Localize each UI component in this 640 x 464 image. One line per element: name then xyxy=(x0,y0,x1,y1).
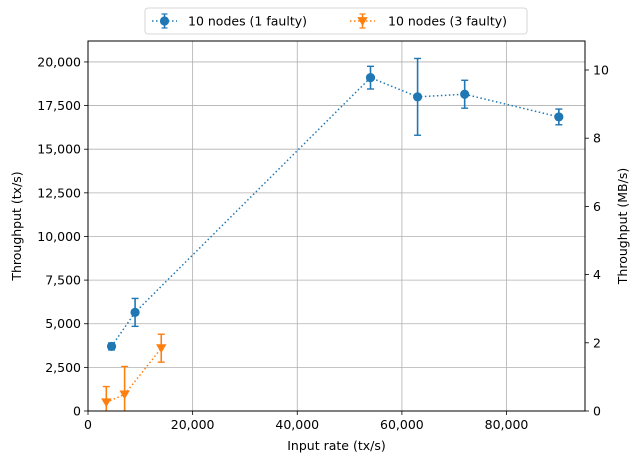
grid xyxy=(87,41,585,412)
y-tick-label: 0 xyxy=(73,404,81,419)
data-point xyxy=(119,390,130,400)
legend-box xyxy=(144,7,528,35)
data-point xyxy=(101,398,112,408)
y-right-tick-label: 6 xyxy=(593,199,601,214)
data-point xyxy=(412,92,423,102)
legend-marker xyxy=(357,17,368,26)
legend-label: 10 nodes (1 faulty) xyxy=(188,14,307,29)
y-axis-right-label: Throughput (MB/s) xyxy=(615,168,630,285)
legend: 10 nodes (1 faulty) 10 nodes (3 faulty) xyxy=(144,7,528,35)
legend-marker xyxy=(159,16,170,26)
y-tick-label: 7,500 xyxy=(45,273,81,288)
x-tick-label: 80,000 xyxy=(485,417,529,432)
y-tick-label: 12,500 xyxy=(37,185,81,200)
y-tick-label: 5,000 xyxy=(45,316,81,331)
y-right-tick-label: 10 xyxy=(593,62,609,77)
x-tick-label: 40,000 xyxy=(275,417,319,432)
y-right-tick-label: 2 xyxy=(593,335,601,350)
series-layer xyxy=(101,57,564,411)
y-axis-label: Throughput (tx/s) xyxy=(9,171,24,281)
series-line xyxy=(110,76,560,347)
x-tick-label: 0 xyxy=(84,417,92,432)
x-axis-label: Input rate (tx/s) xyxy=(287,438,385,453)
y-tick-label: 10,000 xyxy=(37,229,81,244)
y-tick-label: 2,500 xyxy=(45,360,81,375)
y-right-tick-label: 8 xyxy=(593,131,601,146)
series-line xyxy=(106,347,162,403)
series-2 xyxy=(101,333,167,411)
y-tick-label: 15,000 xyxy=(37,142,81,157)
legend-entry-2: 10 nodes (3 faulty) xyxy=(350,13,507,29)
axes: 0 20,000 40,000 60,000 80,000 0 2,500 5,000 7,50… xyxy=(37,54,609,432)
data-point xyxy=(365,73,376,83)
data-point xyxy=(130,307,140,317)
x-tick-label: 60,000 xyxy=(380,417,424,432)
data-point xyxy=(460,89,470,99)
series-1 xyxy=(106,57,564,352)
y-tick-label: 20,000 xyxy=(37,54,81,69)
legend-entry-1: 10 nodes (1 faulty) xyxy=(152,13,307,29)
y-tick-label: 17,500 xyxy=(37,98,81,113)
data-point xyxy=(156,344,167,354)
data-point xyxy=(554,112,564,122)
x-tick-label: 20,000 xyxy=(171,417,215,432)
y-right-tick-label: 4 xyxy=(593,267,601,282)
legend-label: 10 nodes (3 faulty) xyxy=(388,14,507,29)
data-point xyxy=(106,341,117,352)
y-right-tick-label: 0 xyxy=(593,404,601,419)
plot-frame xyxy=(87,40,586,412)
